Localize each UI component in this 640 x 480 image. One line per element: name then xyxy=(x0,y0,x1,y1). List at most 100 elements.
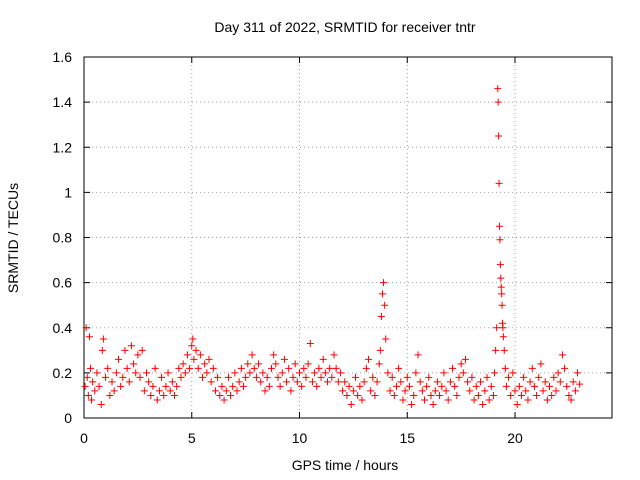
y-tick-label: 1.4 xyxy=(53,94,73,110)
data-point xyxy=(218,382,226,390)
data-point xyxy=(451,382,459,390)
data-point xyxy=(229,382,237,390)
data-point xyxy=(214,373,222,381)
data-point xyxy=(554,369,562,377)
data-point xyxy=(438,382,446,390)
data-point xyxy=(576,380,584,388)
data-point xyxy=(86,364,94,372)
data-point xyxy=(181,369,189,377)
data-point xyxy=(380,279,388,287)
data-point xyxy=(509,369,517,377)
data-point xyxy=(319,355,327,363)
data-point xyxy=(418,387,426,395)
data-point xyxy=(313,382,321,390)
data-point xyxy=(114,355,122,363)
data-point xyxy=(130,360,138,368)
data-point xyxy=(522,387,530,395)
data-point xyxy=(386,387,394,395)
data-point xyxy=(543,396,551,404)
data-point xyxy=(153,396,161,404)
data-point xyxy=(552,387,560,395)
data-point xyxy=(304,360,312,368)
data-point xyxy=(546,382,554,390)
data-point xyxy=(397,378,405,386)
data-point xyxy=(293,378,301,386)
data-point xyxy=(446,378,454,386)
data-point xyxy=(455,373,463,381)
data-point xyxy=(565,391,573,399)
data-point xyxy=(364,355,372,363)
data-point xyxy=(497,274,505,282)
data-point xyxy=(378,290,386,298)
data-point xyxy=(375,360,383,368)
data-point xyxy=(138,346,146,354)
data-point xyxy=(142,369,150,377)
data-point xyxy=(569,378,577,386)
data-point xyxy=(369,373,377,381)
data-point xyxy=(83,373,91,381)
data-point xyxy=(497,283,505,291)
data-point xyxy=(132,369,140,377)
data-point xyxy=(270,351,278,359)
data-point xyxy=(263,373,271,381)
data-point xyxy=(433,378,441,386)
data-point xyxy=(188,342,196,350)
y-tick-label: 1.2 xyxy=(53,139,73,155)
data-point xyxy=(408,400,416,408)
data-point xyxy=(425,373,433,381)
data-point xyxy=(487,382,495,390)
data-point xyxy=(192,346,200,354)
data-point xyxy=(272,360,280,368)
data-point xyxy=(119,373,127,381)
data-point xyxy=(395,364,403,372)
data-point xyxy=(95,382,103,390)
data-point xyxy=(453,391,461,399)
data-point xyxy=(93,369,101,377)
data-point xyxy=(492,346,500,354)
data-point xyxy=(179,360,187,368)
data-point xyxy=(421,396,429,404)
data-point xyxy=(257,378,265,386)
y-tick-label: 0.2 xyxy=(53,365,73,381)
data-point xyxy=(248,351,256,359)
data-points xyxy=(81,85,584,408)
data-point xyxy=(499,333,507,341)
data-point xyxy=(199,373,207,381)
data-point xyxy=(123,364,131,372)
data-point xyxy=(231,369,239,377)
data-point xyxy=(494,85,502,93)
data-point xyxy=(479,400,487,408)
data-point xyxy=(121,346,129,354)
data-point xyxy=(550,373,558,381)
data-point xyxy=(537,360,545,368)
data-point xyxy=(556,378,564,386)
data-point xyxy=(89,378,97,386)
data-point xyxy=(186,364,194,372)
data-point xyxy=(466,387,474,395)
x-tick-label: 15 xyxy=(399,430,415,446)
data-point xyxy=(246,369,254,377)
data-point xyxy=(520,373,528,381)
data-point xyxy=(324,378,332,386)
data-point xyxy=(489,391,497,399)
data-point xyxy=(444,396,452,404)
data-point xyxy=(151,364,159,372)
data-point xyxy=(196,351,204,359)
data-point xyxy=(524,396,532,404)
data-point xyxy=(414,351,422,359)
data-point xyxy=(339,387,347,395)
data-point xyxy=(517,391,525,399)
data-point xyxy=(300,364,308,372)
data-point xyxy=(278,369,286,377)
data-point xyxy=(134,351,142,359)
data-point xyxy=(155,387,163,395)
data-point xyxy=(558,351,566,359)
data-point xyxy=(235,378,243,386)
data-point xyxy=(405,382,413,390)
data-point xyxy=(112,369,120,377)
data-point xyxy=(442,387,450,395)
data-point xyxy=(501,364,509,372)
data-point xyxy=(384,369,392,377)
data-point xyxy=(330,351,338,359)
